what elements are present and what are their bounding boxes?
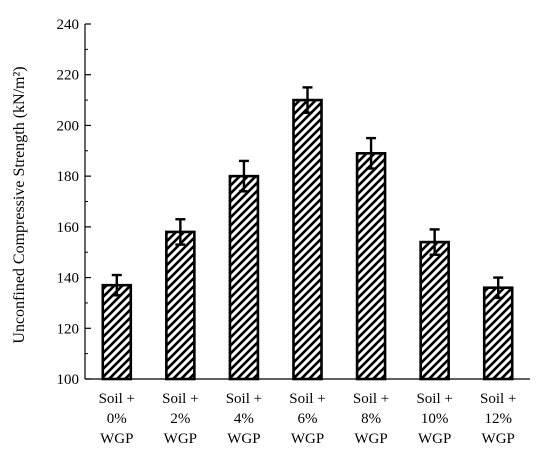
bar-3 (292, 98, 323, 381)
x-tick-label-2-line-2: WGP (227, 431, 260, 447)
y-tick-label-240: 240 (57, 17, 80, 33)
x-tick-label-0-line-0: Soil + (99, 391, 135, 407)
x-tick-label-2-line-1: 4% (234, 411, 254, 427)
y-tick-label-220: 220 (57, 68, 80, 84)
y-tick-label-100: 100 (57, 372, 80, 388)
y-tick-label-120: 120 (57, 321, 80, 337)
y-axis-title: Unconfined Compressive Strength (kN/m²) (11, 66, 28, 343)
x-tick-label-1-line-2: WGP (164, 431, 197, 447)
x-tick-label-2-line-0: Soil + (226, 391, 262, 407)
x-tick-label-5-line-0: Soil + (416, 391, 452, 407)
x-tick-label-0-line-1: 0% (107, 411, 127, 427)
x-tick-label-6-line-1: 12% (484, 411, 512, 427)
y-ticks: 100 120 140 160 180 200 220 240 (57, 17, 91, 388)
x-tick-label-5-line-1: 10% (421, 411, 449, 427)
y-tick-label-160: 160 (57, 220, 80, 236)
x-tick-label-4-line-2: WGP (354, 431, 387, 447)
x-tick-label-3-line-1: 6% (298, 411, 318, 427)
bar-0 (101, 283, 133, 381)
bar-4 (355, 152, 387, 381)
y-minor-ticks (85, 48, 88, 355)
x-tick-label-4-line-1: 8% (361, 411, 381, 427)
x-tick-label-0-line-2: WGP (100, 431, 133, 447)
bar-2 (228, 174, 260, 381)
y-tick-label-180: 180 (57, 169, 80, 185)
x-tick-label-6-line-2: WGP (482, 431, 515, 447)
x-category-labels: Soil + 0% WGP Soil + 2% WGP Soil + 4% WGP Soil + 6… (99, 391, 517, 447)
x-tick-label-1-line-0: Soil + (162, 391, 198, 407)
x-tick-label-3-line-0: Soil + (289, 391, 325, 407)
x-tick-label-3-line-2: WGP (291, 431, 324, 447)
x-tick-label-4-line-0: Soil + (353, 391, 389, 407)
x-tick-label-5-line-2: WGP (418, 431, 451, 447)
bar-5 (419, 240, 450, 381)
x-tick-label-1-line-1: 2% (170, 411, 190, 427)
x-tick-label-6-line-0: Soil + (480, 391, 516, 407)
y-tick-label-200: 200 (57, 118, 80, 134)
bar-6 (482, 286, 514, 381)
y-tick-label-140: 140 (57, 271, 80, 287)
bars (101, 86, 514, 381)
bar-1 (165, 230, 196, 381)
